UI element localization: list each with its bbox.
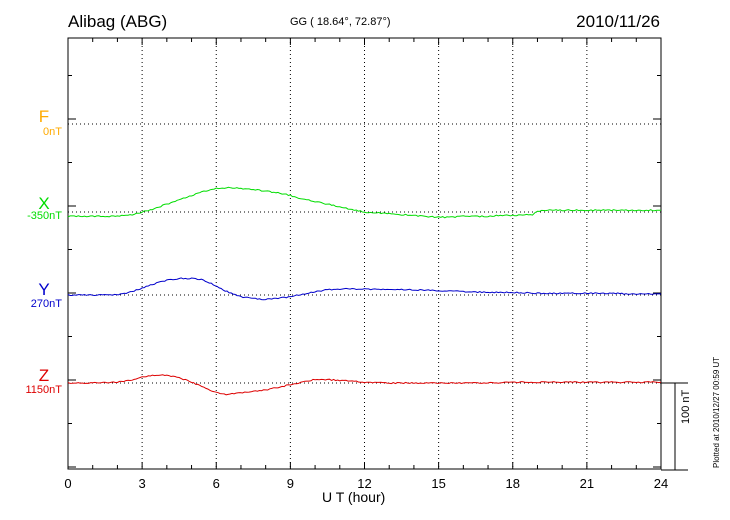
station-title: Alibag (ABG) (68, 12, 168, 31)
x-tick-label: 24 (653, 476, 669, 491)
x-tick-label: 0 (64, 476, 72, 491)
series-name-z: Z (38, 366, 50, 385)
plot-date: 2010/11/26 (576, 12, 660, 31)
x-tick-label: 12 (357, 476, 372, 491)
series-line-y (67, 277, 662, 301)
series-offset-f: 0nT (43, 126, 62, 138)
series-line-z (67, 374, 662, 396)
series-line-x (67, 186, 662, 219)
x-tick-label: 18 (505, 476, 520, 491)
x-axis-label: U T (hour) (322, 489, 386, 505)
series-offset-y: 270nT (30, 298, 62, 310)
x-tick-label: 3 (138, 476, 146, 491)
x-tick-label: 15 (431, 476, 446, 491)
series-name-y: Y (38, 280, 50, 299)
plotted-timestamp: Plotted at 2010/12/27 00:59 UT (712, 356, 721, 468)
scale-bar-label: 100 nT (680, 389, 692, 424)
x-tick-label: 21 (579, 476, 595, 491)
series-name-x: X (38, 194, 50, 213)
series-offset-x: -350nT (27, 210, 62, 222)
series-offset-z: 1150nT (25, 384, 63, 396)
series-name-f: F (38, 107, 50, 126)
geographic-coordinates: GG ( 18.64°, 72.87°) (290, 16, 391, 28)
x-tick-label: 9 (286, 476, 294, 491)
x-tick-label: 6 (212, 476, 220, 491)
